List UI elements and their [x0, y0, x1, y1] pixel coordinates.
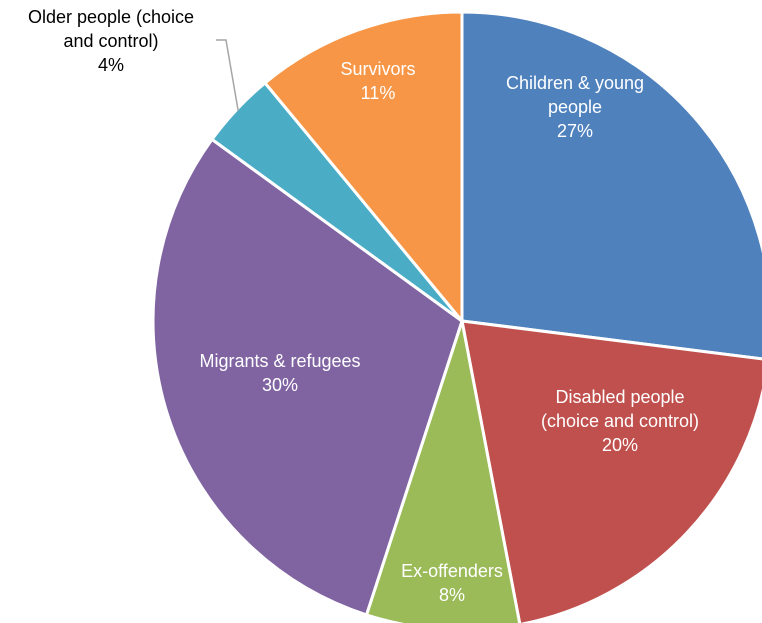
leader-layer [216, 39, 239, 111]
pie-slice [460, 10, 762, 361]
slice-label: people [548, 97, 602, 117]
slice-value-label: 11% [361, 83, 396, 103]
slice-label: Ex-offenders [401, 561, 503, 581]
slice-label: (choice and control) [541, 411, 699, 431]
slice-value-label: 30% [262, 375, 298, 395]
slice-label: Older people (choice [28, 7, 194, 27]
pie-slice [460, 319, 762, 623]
slice-label: and control) [63, 31, 158, 51]
slice-value-label: 27% [557, 121, 593, 141]
slice-label: Survivors [340, 59, 415, 79]
slice-value-label: 4% [98, 55, 124, 75]
pie-slice [262, 10, 464, 326]
slice-label: Children & young [506, 73, 644, 93]
slice-value-label: 20% [602, 435, 638, 455]
pie-slice [364, 320, 522, 623]
slice-label: Disabled people [555, 387, 684, 407]
labels-layer: Children & young people 27% Disabled people… [28, 7, 699, 605]
slice-label: Migrants & refugees [199, 351, 360, 371]
pie-slice [151, 137, 464, 617]
leader-line [216, 39, 239, 111]
slice-value-label: 8% [439, 585, 465, 605]
slices-layer [151, 10, 762, 623]
